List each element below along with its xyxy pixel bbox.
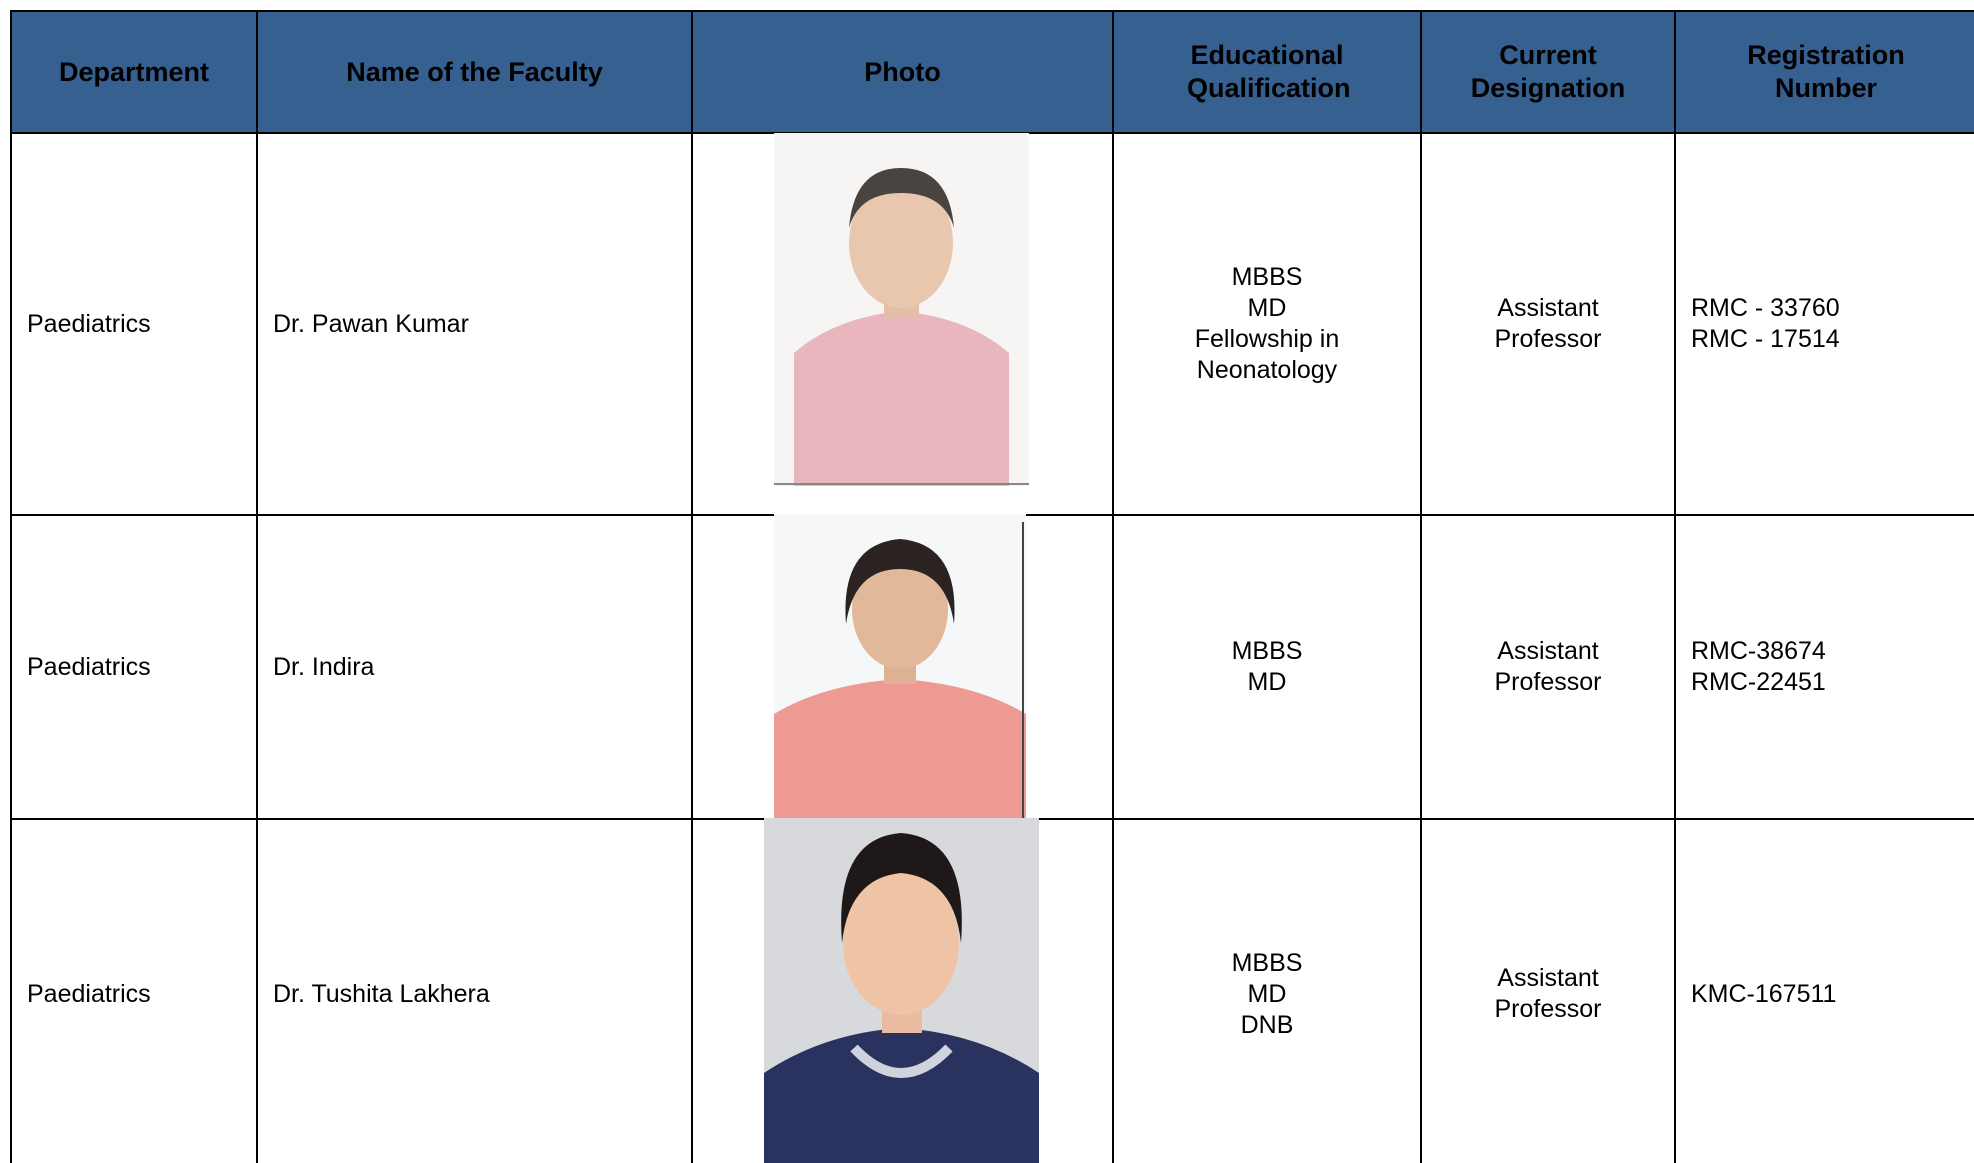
column-header: Photo — [864, 56, 941, 87]
qualification-lines: MBBS MD — [1232, 636, 1303, 698]
designation-line: Assistant — [1497, 294, 1599, 322]
table-cell: Assistant Professor — [1420, 132, 1674, 514]
registration-lines: KMC-167511 — [1691, 979, 1836, 1010]
table-cell: KMC-167511 — [1674, 818, 1974, 1163]
table-cell: MBBS MD DNB — [1112, 818, 1420, 1163]
table-cell: Dr. Pawan Kumar — [256, 132, 691, 514]
registration-line: KMC-167511 — [1691, 979, 1837, 1008]
table-cell: MBBS MD — [1112, 514, 1420, 818]
qualification-line: MBBS — [1231, 637, 1303, 665]
qualification-line: MD — [1247, 668, 1287, 696]
designation-lines: Assistant Professor — [1495, 963, 1602, 1025]
table-cell: Current Designation — [1420, 10, 1674, 132]
table-cell: Dr. Indira — [256, 514, 691, 818]
column-header: Name of the Faculty — [346, 56, 603, 87]
qualification-lines: MBBS MD Fellowship in Neonatology — [1195, 262, 1340, 386]
designation-line: Professor — [1494, 668, 1602, 696]
table-cell: Assistant Professor — [1420, 818, 1674, 1163]
table-cell: RMC - 33760 RMC - 17514 — [1674, 132, 1974, 514]
faculty-photo — [774, 133, 1029, 486]
qualification-lines: MBBS MD DNB — [1232, 948, 1303, 1041]
registration-lines: RMC - 33760 RMC - 17514 — [1691, 293, 1840, 355]
table-cell: Paediatrics — [10, 818, 256, 1163]
registration-line: RMC - 17514 — [1691, 325, 1840, 353]
table-cell: Paediatrics — [10, 132, 256, 514]
name: Dr. Indira — [273, 652, 375, 681]
table-cell: MBBS MD Fellowship in Neonatology — [1112, 132, 1420, 514]
qualification-line: MD — [1247, 979, 1287, 1008]
designation-line: Assistant — [1497, 964, 1599, 992]
column-header: Registration Number — [1747, 40, 1905, 103]
table-cell: Educational Qualification — [1112, 10, 1420, 132]
qualification-line: DNB — [1240, 1010, 1294, 1039]
column-header: Department — [58, 56, 210, 87]
department: Paediatrics — [27, 309, 151, 338]
qualification-line: MD — [1247, 294, 1287, 322]
table-cell: Dr. Tushita Lakhera — [256, 818, 691, 1163]
name: Dr. Tushita Lakhera — [273, 979, 490, 1008]
table-cell: Registration Number — [1674, 10, 1974, 132]
qualification-line: MBBS — [1231, 948, 1303, 977]
table-cell: Photo — [691, 10, 1112, 132]
designation-lines: Assistant Professor — [1495, 293, 1602, 355]
designation-line: Professor — [1494, 325, 1602, 353]
registration-line: RMC - 33760 — [1691, 294, 1840, 322]
qualification-line: Neonatology — [1196, 356, 1338, 384]
registration-line: RMC-38674 — [1691, 637, 1826, 665]
name: Dr. Pawan Kumar — [273, 309, 469, 338]
table-cell: RMC-38674 RMC-22451 — [1674, 514, 1974, 818]
designation-line: Assistant — [1497, 637, 1599, 665]
department: Paediatrics — [27, 652, 151, 681]
table-cell: Department — [10, 10, 256, 132]
table-cell: Assistant Professor — [1420, 514, 1674, 818]
faculty-photo — [774, 514, 1026, 818]
designation-line: Professor — [1494, 995, 1602, 1023]
registration-lines: RMC-38674 RMC-22451 — [1691, 636, 1826, 698]
column-header: Educational Qualification — [1187, 40, 1351, 103]
qualification-line: MBBS — [1231, 263, 1303, 291]
column-header: Current Designation — [1470, 40, 1626, 103]
registration-line: RMC-22451 — [1691, 668, 1826, 696]
table-cell: Name of the Faculty — [256, 10, 691, 132]
designation-lines: Assistant Professor — [1495, 636, 1602, 698]
table-cell: Paediatrics — [10, 514, 256, 818]
qualification-line: Fellowship in — [1194, 325, 1340, 353]
department: Paediatrics — [27, 979, 151, 1008]
faculty-photo — [764, 818, 1039, 1163]
